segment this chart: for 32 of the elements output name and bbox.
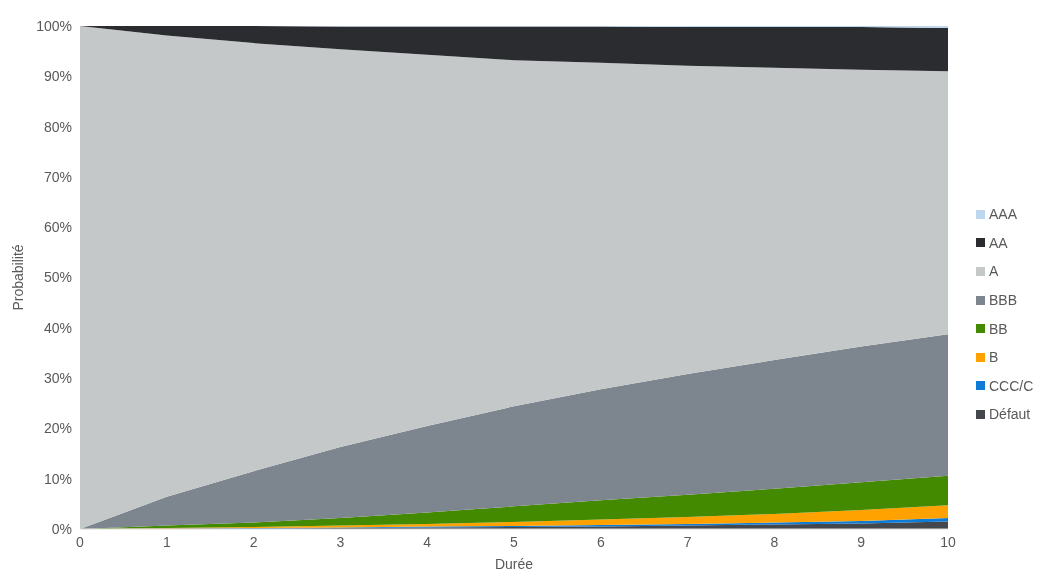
legend-label: AA bbox=[989, 234, 1008, 251]
y-tick-label: 70% bbox=[43, 168, 72, 185]
x-tick-label: 0 bbox=[76, 533, 85, 550]
x-axis-title: Durée bbox=[494, 556, 534, 572]
x-tick-label: 7 bbox=[683, 533, 692, 550]
y-tick-label: 90% bbox=[43, 68, 72, 85]
legend-label: BBB bbox=[989, 292, 1018, 309]
y-axis-title: Probabilité bbox=[9, 244, 26, 311]
x-tick-label: 10 bbox=[940, 533, 956, 550]
x-tick-label: 8 bbox=[770, 533, 779, 550]
x-tick-label: 4 bbox=[423, 533, 432, 550]
x-tick-label: 9 bbox=[857, 533, 866, 550]
y-tick-label: 40% bbox=[43, 319, 72, 336]
y-tick-label: 100% bbox=[36, 17, 72, 34]
x-tick-label: 6 bbox=[596, 533, 605, 550]
legend-label: Défaut bbox=[989, 406, 1031, 423]
legend-label: B bbox=[989, 349, 999, 366]
y-tick-label: 0% bbox=[51, 520, 72, 537]
y-tick-label: 80% bbox=[43, 118, 72, 135]
legend-label: A bbox=[989, 263, 999, 280]
y-tick-label: 50% bbox=[43, 269, 72, 286]
y-tick-label: 30% bbox=[43, 370, 72, 387]
y-tick-label: 20% bbox=[43, 420, 72, 437]
x-tick-label: 5 bbox=[510, 533, 519, 550]
x-tick-label: 1 bbox=[162, 533, 171, 550]
x-tick-label: 3 bbox=[336, 533, 345, 550]
x-tick-label: 2 bbox=[249, 533, 258, 550]
legend-label: BB bbox=[989, 320, 1008, 337]
legend-label: CCC/C bbox=[989, 377, 1034, 394]
y-tick-label: 60% bbox=[43, 219, 72, 236]
legend-label: AAA bbox=[989, 206, 1018, 223]
y-tick-label: 10% bbox=[43, 470, 72, 487]
